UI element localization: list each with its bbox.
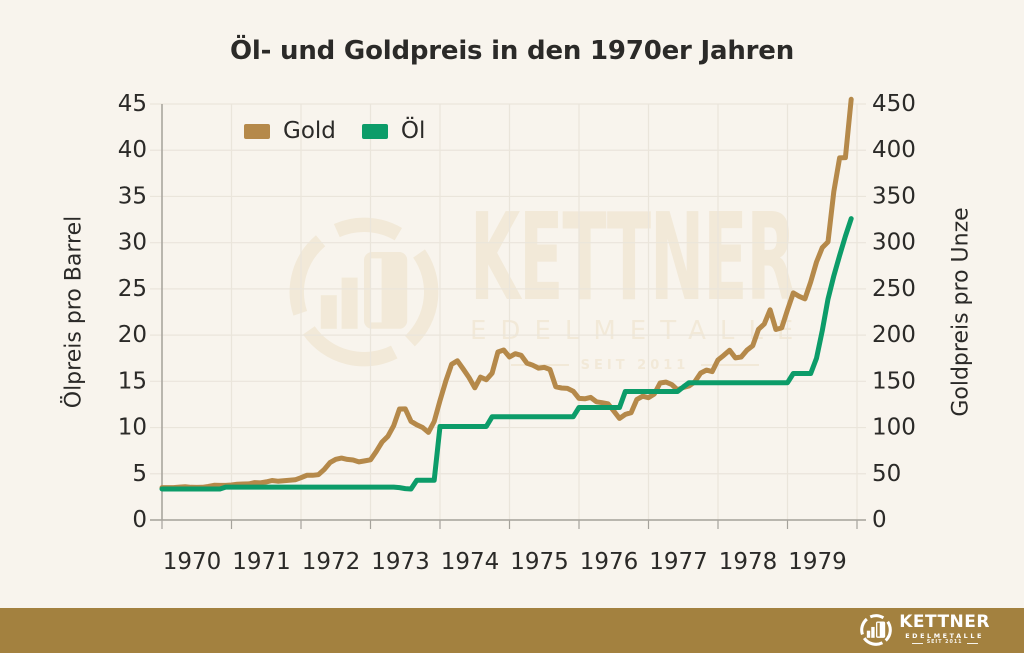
x-axis-tick-label: 1979 [788,549,847,575]
chart-legend: Gold Öl [244,118,425,144]
watermark-since: SEIT 2011 [470,358,800,373]
left-axis-tick-label: 45 [118,91,147,117]
x-axis-tick-label: 1975 [510,549,569,575]
x-axis-tick-label: 1970 [163,549,222,575]
right-axis-tick-label: 400 [872,137,916,163]
watermark: KETTNER EDELMETALLE SEIT 2011 [284,199,810,373]
watermark-subtitle: EDELMETALLE [470,315,808,346]
right-axis-tick-label: 350 [872,183,916,209]
x-axis-tick-label: 1971 [232,549,291,575]
right-axis-tick-label: 250 [872,276,916,302]
right-axis-tick-label: 0 [872,507,887,533]
legend-swatch-gold [244,123,270,139]
legend-label-oil: Öl [400,118,426,144]
left-axis-tick-label: 30 [118,230,147,256]
brand-since: SEIT 2011 [911,640,978,646]
right-axis-tick-label: 200 [872,322,916,348]
watermark-text: KETTNER EDELMETALLE SEIT 2011 [470,199,810,373]
right-axis-tick-label: 50 [872,461,901,487]
right-axis-tick-label: 450 [872,91,916,117]
legend-swatch-oil [361,123,388,139]
brand-dash-right [966,643,978,645]
brand-subtitle: EDELMETALLE [905,631,984,640]
left-axis-tick-label: 0 [132,507,147,533]
left-axis-tick-label: 35 [118,183,147,209]
chart-canvas: 0510152025303540450501001502002503003504… [118,91,916,575]
series-line-oil [159,216,854,492]
x-axis-tick-label: 1976 [580,549,639,575]
left-axis-tick-label: 15 [118,368,147,394]
x-axis-tick-label: 1977 [649,549,708,575]
left-axis-tick-label: 5 [132,461,147,487]
brand-since-text: SEIT 2011 [926,640,963,646]
brand-logo: KETTNER EDELMETALLE SEIT 2011 [859,613,990,647]
footer-bar: KETTNER EDELMETALLE SEIT 2011 [0,608,1024,653]
left-axis-tick-label: 40 [118,137,147,163]
brand-dash-left [911,643,923,645]
right-axis-tick-label: 100 [872,415,916,441]
series-line-gold [159,96,854,491]
right-axis-tick-label: 150 [872,368,916,394]
legend-item-oil: Öl [361,118,426,144]
watermark-dash-right [701,364,760,367]
x-axis-tick-label: 1972 [302,549,361,575]
watermark-since-text: SEIT 2011 [580,357,690,373]
chart-title: Öl- und Goldpreis in den 1970er Jahren [229,36,795,66]
brand-icon [860,614,892,646]
x-axis-tick-label: 1978 [719,549,778,575]
legend-label-gold: Gold [283,118,336,144]
brand-text: KETTNER EDELMETALLE SEIT 2011 [899,611,990,646]
left-axis-tick-label: 20 [118,322,147,348]
left-axis-tick-label: 10 [118,415,147,441]
watermark-dash-left [510,364,569,367]
watermark-logo-icon [289,217,439,367]
legend-item-gold: Gold [244,118,336,144]
left-axis-tick-label: 25 [118,276,147,302]
x-axis-tick-label: 1974 [441,549,500,575]
right-axis-tick-label: 300 [872,230,916,256]
brand-name: KETTNER [899,611,990,632]
x-axis-tick-label: 1973 [371,549,430,575]
